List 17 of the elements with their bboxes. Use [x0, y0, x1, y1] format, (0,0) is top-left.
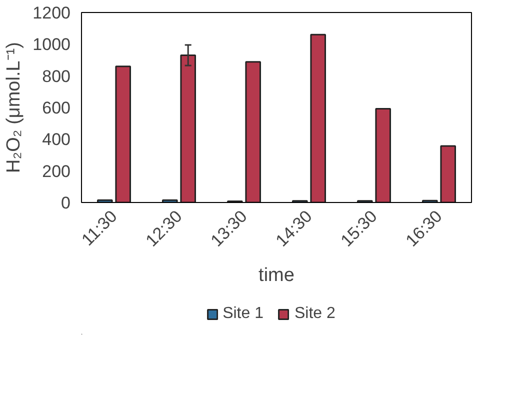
y-tick-label: 400	[42, 130, 71, 150]
bar	[375, 108, 391, 202]
y-tick-label: 0	[61, 194, 71, 212]
bar	[180, 54, 196, 202]
y-tick-label: 200	[42, 162, 71, 181]
y-tick-label: 1200	[32, 4, 71, 22]
legend-label: Site 1	[222, 305, 264, 323]
bar	[440, 145, 456, 202]
bar	[115, 66, 131, 202]
bar	[245, 61, 261, 202]
y-tick-label: 800	[42, 66, 71, 86]
legend-label: Site 2	[294, 305, 336, 323]
bar	[310, 34, 326, 202]
x-axis-title: time	[258, 265, 294, 286]
y-tick-label: 600	[42, 98, 71, 118]
y-tick-label: 1000	[32, 35, 71, 54]
y-axis-title: H₂O₂ (μmol.L⁻¹)	[4, 42, 25, 173]
